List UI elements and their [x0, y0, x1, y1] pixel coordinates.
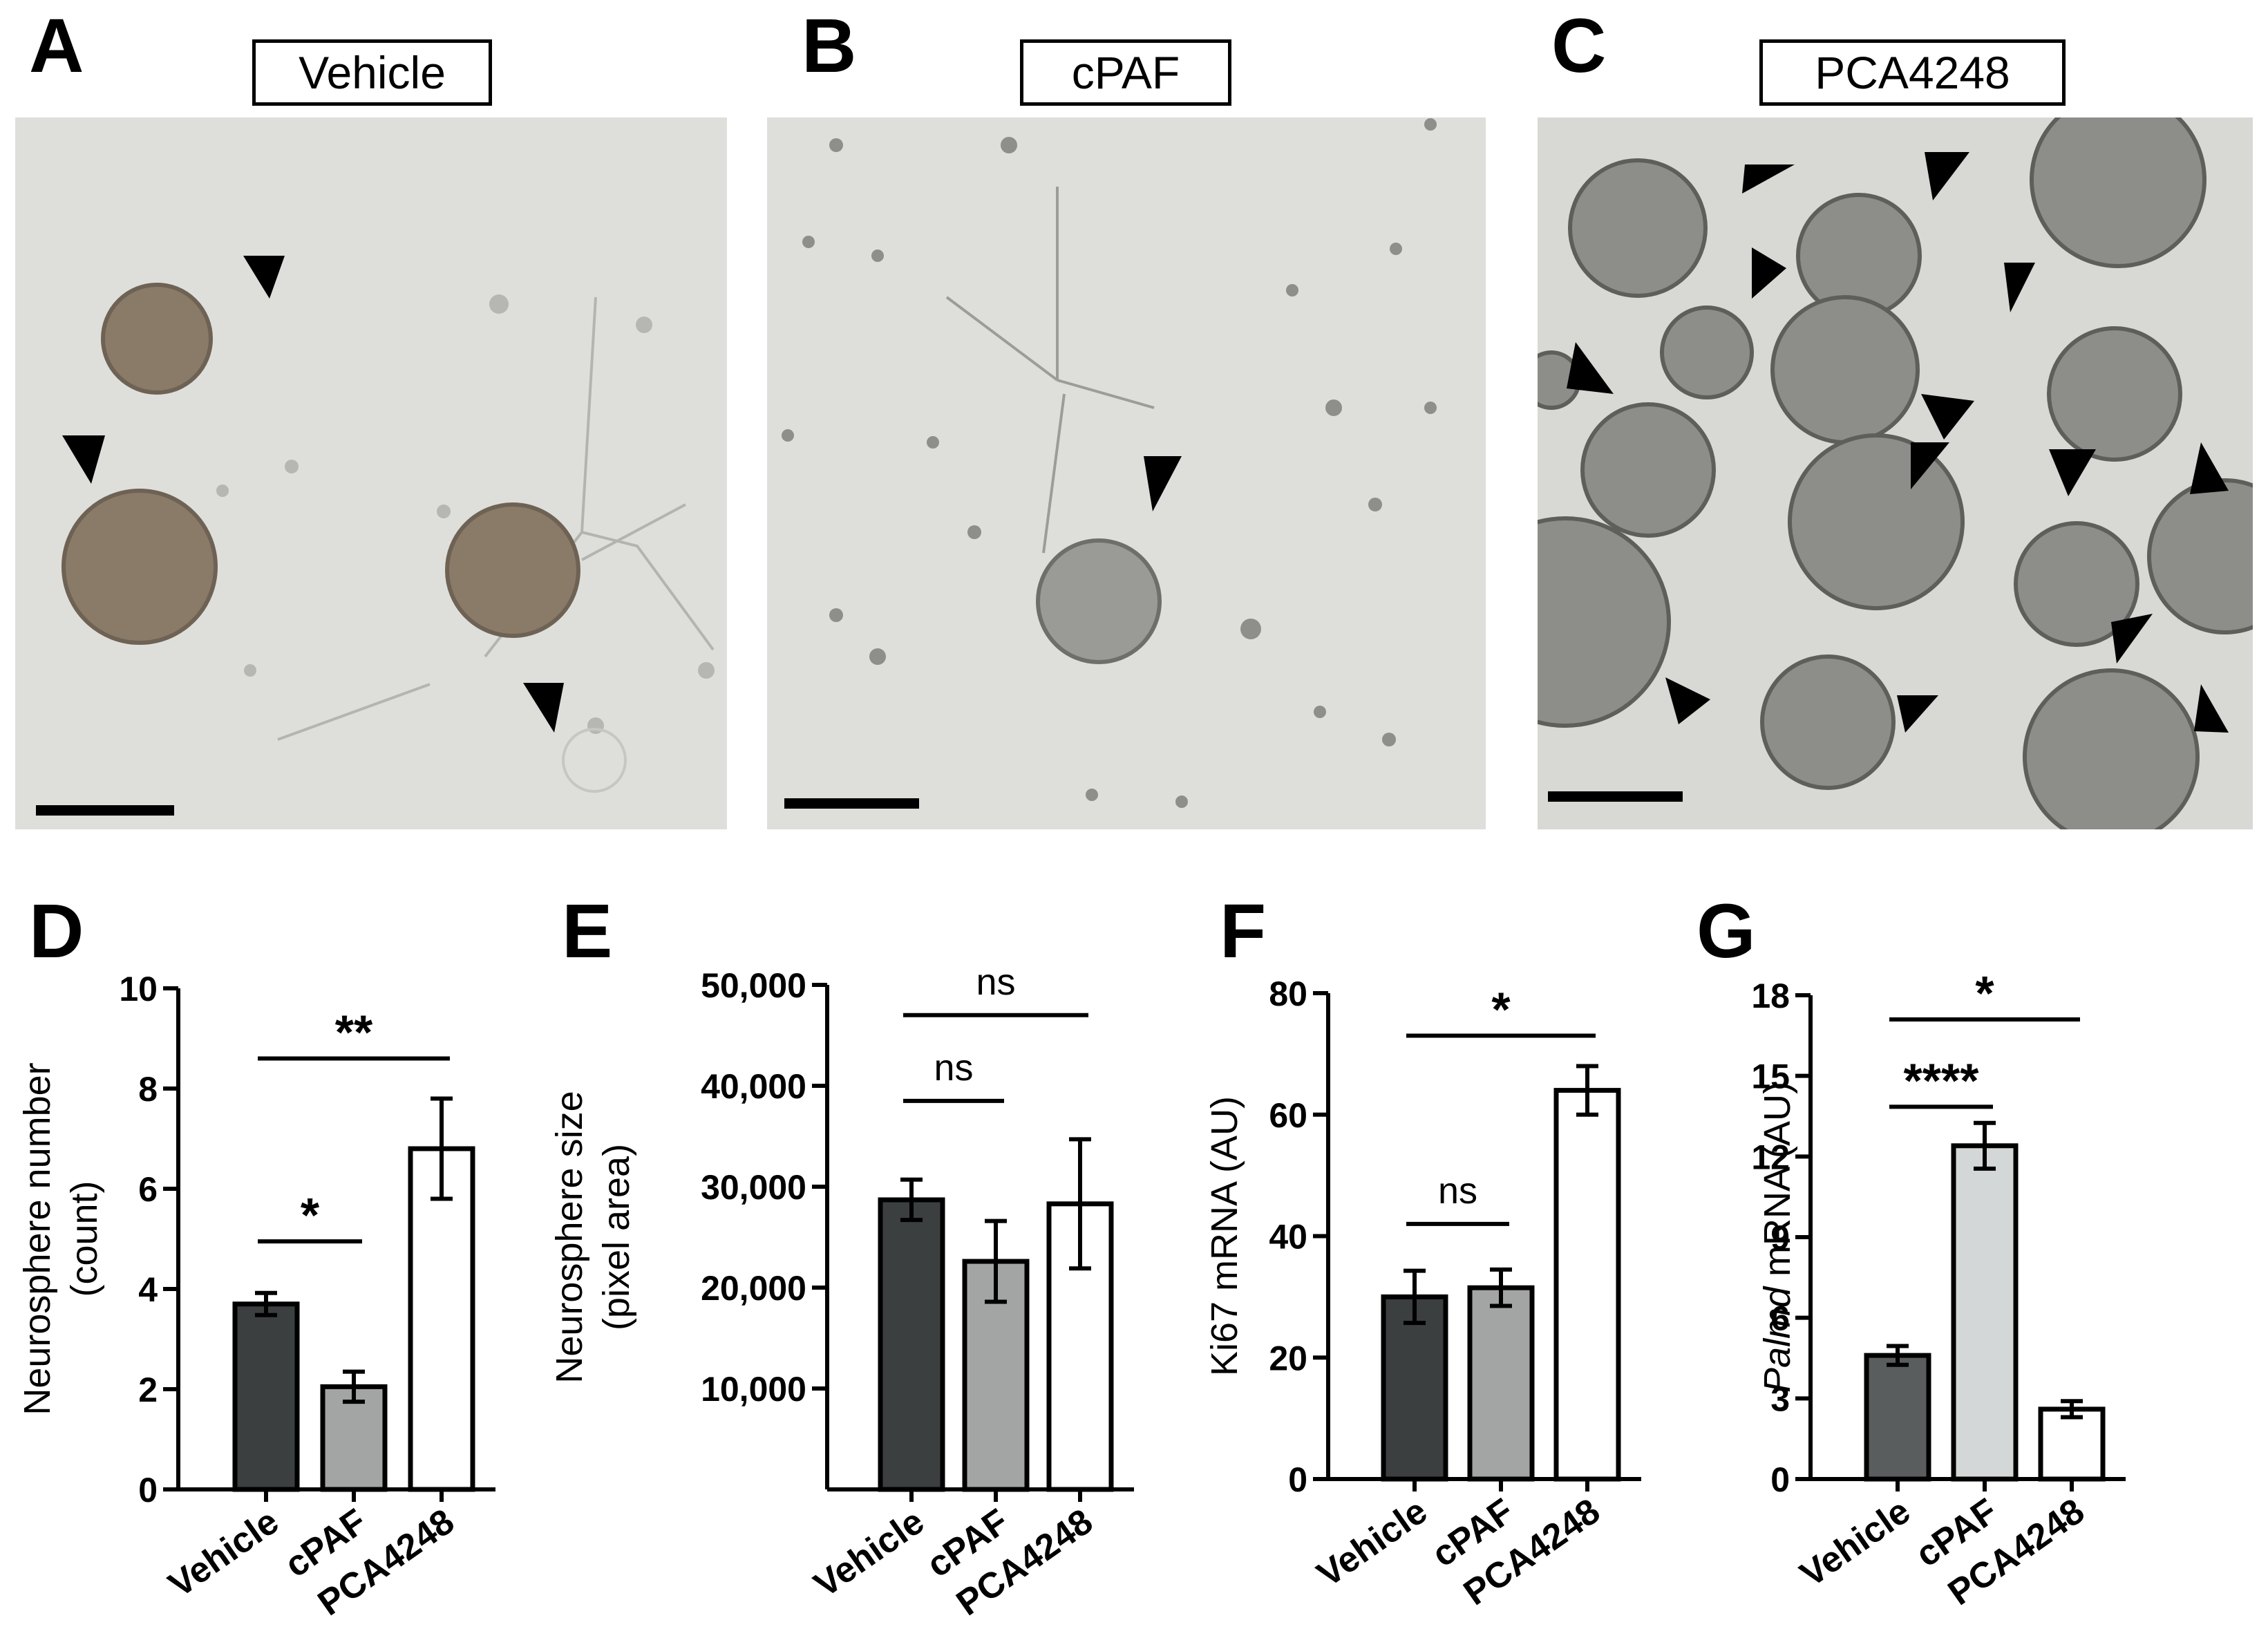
arrowhead-c11	[1665, 677, 1710, 724]
x-tick-label: Vehicle	[162, 1501, 286, 1605]
neurosphere-b1	[1036, 538, 1162, 664]
y-tick-label: 0	[1288, 1460, 1307, 1499]
arrowhead-a1	[243, 256, 285, 299]
panel-label-d: D	[29, 889, 84, 974]
y-tick-label: 40,000	[701, 1067, 806, 1106]
significance-label: ns	[934, 1047, 973, 1089]
neurosphere-a3	[445, 502, 580, 638]
micrograph-c	[1538, 117, 2253, 829]
bar-cpaf	[1951, 1143, 2019, 1482]
significance-label: *	[301, 1188, 320, 1242]
bar-vehicle	[232, 1301, 300, 1492]
y-tick-label: 0	[1770, 1460, 1790, 1499]
y-tick-label: 60	[1269, 1096, 1307, 1135]
panel-c-title: PCA4248	[1759, 39, 2066, 106]
panel-label-a: A	[29, 3, 84, 88]
panel-b-title: cPAF	[1020, 39, 1231, 106]
y-tick-label: 10	[119, 970, 158, 1008]
y-tick-label: 3	[1770, 1380, 1790, 1418]
significance-label: *	[1491, 983, 1511, 1037]
arrowhead-c8	[2049, 449, 2096, 496]
significance-label: *	[1975, 966, 1994, 1020]
arrowhead-c7	[1911, 442, 1949, 489]
y-tick-label: 18	[1751, 977, 1790, 1015]
x-tick-label: Vehicle	[1310, 1491, 1435, 1594]
panel-label-b: B	[802, 3, 857, 88]
bar-vehicle	[1381, 1294, 1448, 1482]
panel-label-g: G	[1697, 889, 1756, 974]
arrowhead-a3	[523, 683, 564, 733]
y-tick-label: 20,000	[701, 1269, 806, 1308]
chart-e: E 10,000 20,000 30,000 40,000 50,000 Neurosphe…	[549, 889, 1134, 1624]
scale-bar-a	[36, 805, 174, 816]
arrowhead-b1	[1144, 456, 1182, 511]
y-axis-title: Neurosphere number (count)	[17, 1062, 105, 1415]
neurosphere-a1	[101, 283, 213, 395]
panel-a-title: Vehicle	[252, 39, 492, 106]
y-tick-label: 15	[1751, 1057, 1790, 1096]
y-tick-label: 80	[1269, 975, 1307, 1013]
y-tick-label: 0	[138, 1471, 158, 1509]
arrowhead-c10	[2111, 614, 2153, 663]
significance-label: ****	[1904, 1053, 1980, 1107]
arrowhead-c5	[1567, 342, 1614, 394]
y-axis-title: Ki67 mRNA (AU)	[1204, 1096, 1245, 1376]
significance-label: ns	[976, 961, 1015, 1003]
panel-label-c: C	[1551, 3, 1607, 88]
y-tick-label: 2	[138, 1371, 158, 1409]
panel-label-f: F	[1220, 889, 1266, 974]
micrograph-b	[767, 117, 1486, 829]
y-tick-label: 50,000	[701, 966, 806, 1005]
bar-pca4248	[1553, 1088, 1621, 1482]
x-tick-label: Vehicle	[1793, 1491, 1918, 1594]
significance-label: ns	[1438, 1170, 1477, 1212]
y-tick-label: 8	[138, 1070, 158, 1109]
arrowhead-a2	[62, 435, 105, 484]
neurosphere-a2	[62, 489, 218, 645]
arrowhead-c1	[1742, 164, 1795, 194]
arrowhead-c4	[2004, 263, 2035, 312]
y-tick-label: 6	[1770, 1299, 1790, 1338]
panel-label-e: E	[562, 889, 612, 974]
bar-pca4248	[2038, 1406, 2106, 1482]
scale-bar-c	[1548, 791, 1683, 802]
significance-label: **	[335, 1006, 373, 1060]
arrowhead-c13	[2194, 684, 2229, 733]
y-tick-label: 10,000	[701, 1370, 806, 1409]
y-tick-label: 40	[1269, 1218, 1307, 1257]
arrowhead-c3	[1752, 247, 1786, 299]
x-tick-label: Vehicle	[807, 1501, 932, 1605]
bar-vehicle	[1864, 1353, 1931, 1482]
scale-bar-b	[784, 798, 919, 809]
bar-cpaf	[1467, 1285, 1535, 1482]
arrowhead-c2	[1925, 152, 1969, 200]
y-tick-label: 12	[1751, 1138, 1790, 1176]
micrograph-a	[15, 117, 727, 829]
y-tick-label: 4	[138, 1270, 158, 1309]
arrowhead-c12	[1897, 695, 1938, 733]
bar-vehicle	[878, 1197, 945, 1492]
y-axis-title: Palmd mRNA (AU)	[1757, 1082, 1798, 1393]
y-axis-title: Neurosphere size (pixel area)	[549, 1091, 637, 1383]
arrowhead-c9	[2190, 442, 2229, 494]
y-tick-label: 9	[1770, 1218, 1790, 1257]
y-tick-label: 20	[1269, 1339, 1307, 1377]
y-tick-label: 30,000	[701, 1168, 806, 1207]
arrowhead-c6	[1921, 394, 1974, 440]
y-tick-label: 6	[138, 1170, 158, 1209]
chart-d: D 0 2 4 6 8 10 Neurosphere number (count) Vehicle…	[17, 889, 495, 1624]
